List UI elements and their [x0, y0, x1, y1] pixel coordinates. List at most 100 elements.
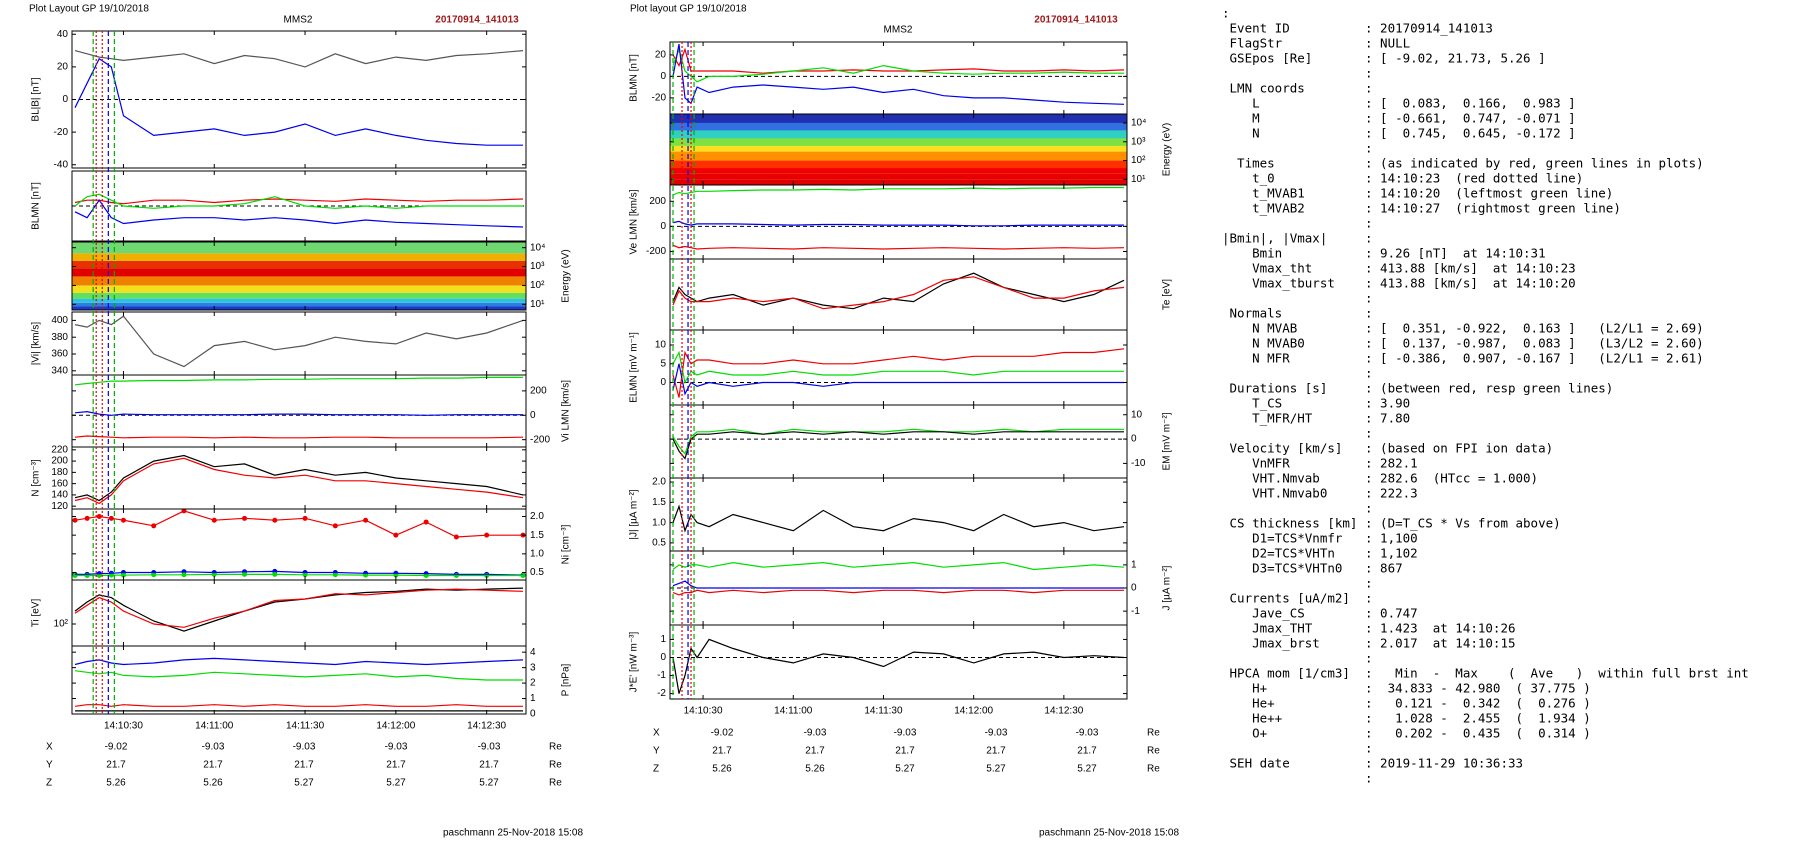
series-line [74, 50, 524, 68]
series-line [672, 47, 1125, 74]
y-tick-label: 10⁴ [530, 242, 545, 253]
report-line: GSEpos [Re] : [ -9.02, 21.73, 5.26 ] [1222, 51, 1546, 66]
report-line: : [1222, 501, 1373, 516]
ephemeris-label: X [46, 742, 53, 753]
report-line: L : [ 0.083, 0.166, 0.983 ] [1222, 96, 1576, 111]
y-tick-label: -20 [652, 93, 667, 104]
y-tick-label: 0.5 [652, 538, 666, 549]
spectrogram-band [72, 306, 526, 310]
series-line [74, 587, 524, 632]
spectrogram-band [72, 298, 526, 303]
panel-frame [669, 329, 1128, 406]
series-line [74, 435, 524, 439]
spectrogram-band [72, 242, 526, 254]
ephemeris-value: 21.7 [203, 760, 223, 771]
y-axis-label: |J| [µA m⁻²] [629, 489, 640, 539]
y-axis-label: Ni [cm⁻³] [561, 524, 572, 564]
spectrogram-band [72, 253, 526, 261]
ephemeris-value: 5.27 [895, 764, 915, 775]
y-tick-label: 40 [57, 29, 69, 40]
y-tick-label: 340 [51, 365, 68, 376]
y-tick-label: 10² [54, 619, 69, 630]
y-tick-label: 160 [51, 478, 68, 489]
report-line: : [1222, 366, 1373, 381]
y-axis-label: J*E' [nW m⁻³] [629, 632, 640, 693]
ephemeris-value: -9.03 [1076, 728, 1099, 739]
y-tick-label: -1 [657, 670, 666, 681]
report-line: D2=TCS*VHTn : 1,102 [1222, 546, 1418, 561]
y-tick-label: 120 [51, 501, 68, 512]
series-line [74, 704, 523, 707]
y-tick-label: 0 [1131, 434, 1137, 445]
footer: paschmann 25-Nov-2018 15:08 [443, 828, 584, 839]
spacecraft-title: MMS2 [884, 25, 913, 36]
series-line [74, 315, 524, 368]
report-line: CS thickness [km] : (D=T_CS * Vs from ab… [1222, 516, 1561, 531]
report-line: N MVAB0 : [ 0.137, -0.987, 0.083 ] (L3/L… [1222, 336, 1704, 351]
y-tick-label: 180 [51, 467, 68, 478]
series-line [74, 193, 523, 209]
panel [72, 242, 526, 310]
y-axis-label: BLMN [nT] [629, 54, 640, 102]
spectrogram-band [670, 151, 1127, 161]
y-tick-label: 0 [530, 709, 536, 720]
y-tick-label: 380 [51, 332, 68, 343]
series-line [672, 504, 1125, 533]
ephemeris-label: Z [46, 778, 52, 789]
ephemeris-value: 5.27 [479, 778, 499, 789]
series-line [74, 199, 524, 228]
ephemeris-value: 21.7 [895, 746, 915, 757]
series-line [672, 43, 1125, 105]
x-tick-label: 14:11:30 [286, 721, 325, 732]
panel-frame [669, 404, 1128, 479]
spectrogram-band [72, 276, 526, 286]
y-tick-label: 2.0 [530, 511, 544, 522]
report-line: t_MVAB2 : 14:10:27 (rightmost green line… [1222, 201, 1621, 216]
ephemeris-value: 21.7 [986, 746, 1006, 757]
report-line: Event ID : 20170914_141013 [1222, 21, 1493, 36]
report-line: : [1222, 771, 1373, 786]
x-tick-label: 14:10:30 [104, 721, 143, 732]
ephemeris-value: 5.26 [712, 764, 732, 775]
series-line [672, 580, 1124, 589]
y-tick-label: 10¹ [1131, 174, 1146, 185]
report-line: T_CS : 3.90 [1222, 396, 1410, 411]
y-tick-label: 400 [51, 315, 68, 326]
panel-frame [71, 508, 527, 581]
y-tick-label: 20 [655, 50, 667, 61]
report-line: Normals : [1222, 306, 1373, 321]
y-axis-label: BLMN [nT] [31, 182, 42, 230]
series-line [74, 588, 524, 628]
ephemeris-unit: Re [549, 760, 562, 771]
y-tick-label: 360 [51, 349, 68, 360]
panel-frame [669, 624, 1128, 700]
y-axis-label: Te [eV] [1162, 279, 1173, 310]
series-line [672, 638, 1125, 694]
y-tick-label: 0 [660, 71, 666, 82]
panel-frame [71, 170, 527, 242]
report-line: : [1222, 651, 1373, 666]
series-line [672, 589, 1124, 596]
event-title: 20170914_141013 [1034, 15, 1118, 26]
y-tick-label: 200 [51, 456, 68, 467]
series-line [672, 272, 1125, 310]
x-tick-label: 14:12:30 [467, 721, 506, 732]
report-line: t_MVAB1 : 14:10:20 (leftmost green line) [1222, 186, 1613, 201]
ephemeris-value: 21.7 [106, 760, 126, 771]
ephemeris-value: -9.02 [711, 728, 734, 739]
panel [670, 114, 1127, 185]
ephemeris-value: 21.7 [386, 760, 406, 771]
ephemeris-value: -9.03 [894, 728, 917, 739]
report-line: D1=TCS*Vnmfr : 1,100 [1222, 531, 1418, 546]
spectrogram-band [670, 173, 1127, 180]
report-line: Jmax_brst : 2.017 at 14:10:15 [1222, 636, 1516, 651]
report-line: M : [ -0.661, 0.747, -0.071 ] [1222, 111, 1576, 126]
ephemeris-value: 5.27 [294, 778, 314, 789]
y-tick-label: -20 [54, 127, 69, 138]
ephemeris-label: X [653, 728, 660, 739]
spacecraft-title: MMS2 [284, 15, 313, 26]
series-line [74, 657, 524, 666]
report-line: O+ : 0.202 - 0.435 ( 0.314 ) [1222, 726, 1591, 741]
